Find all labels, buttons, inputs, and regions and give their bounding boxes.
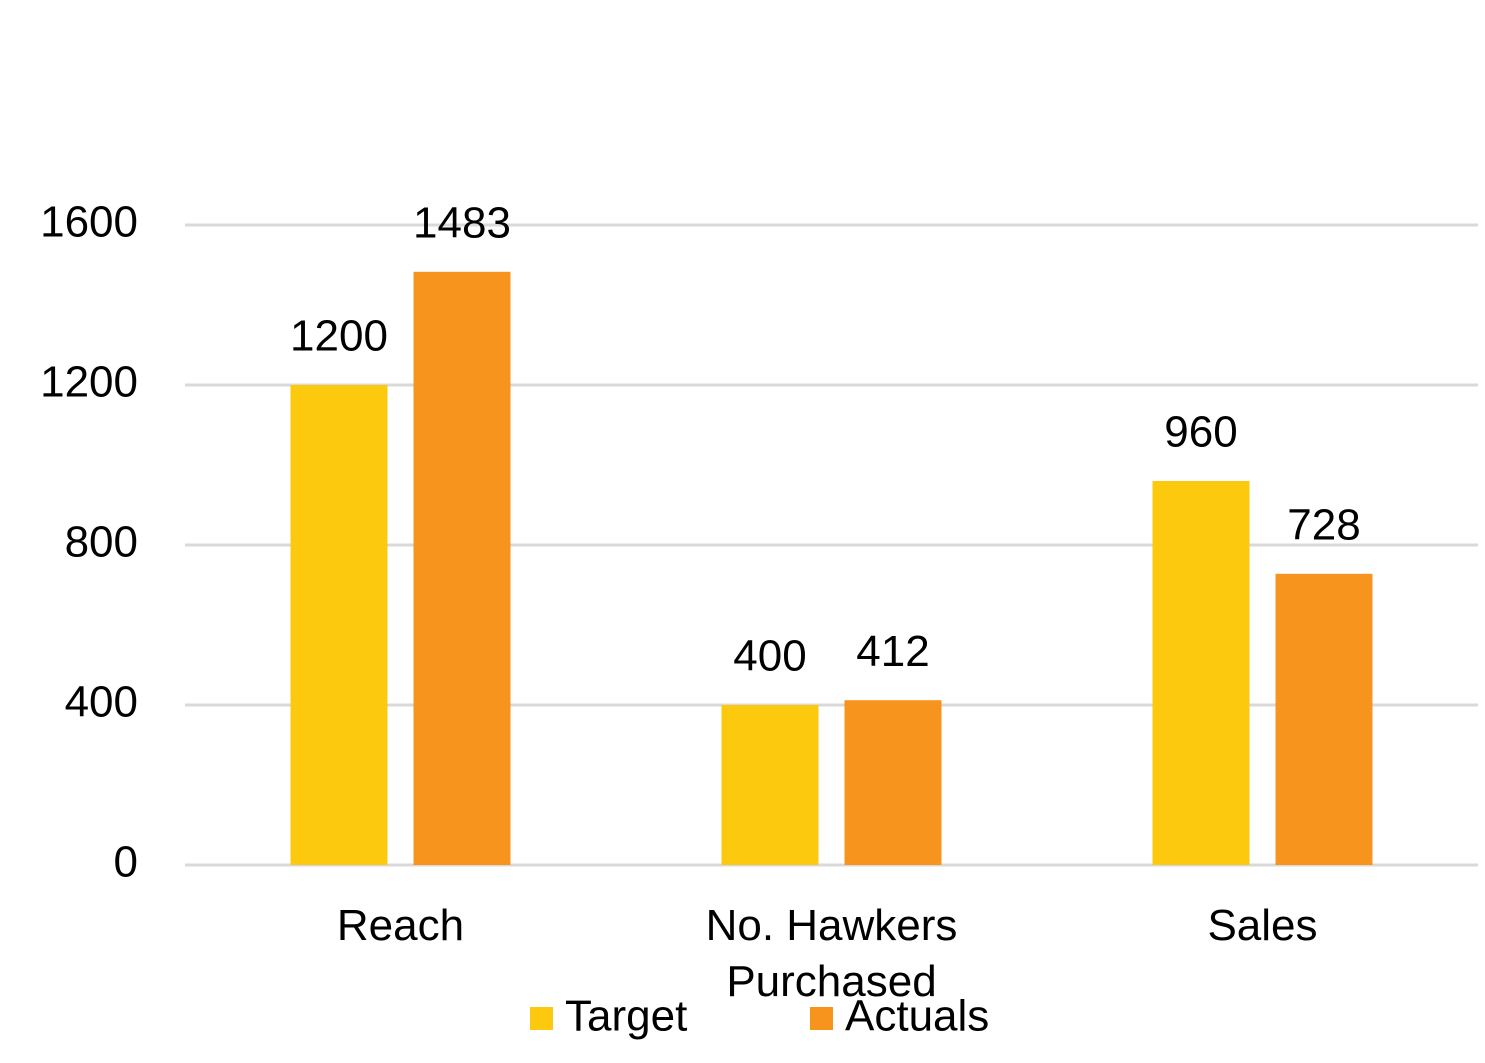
value-label: 400 [733, 632, 806, 681]
value-label: 1483 [413, 198, 511, 247]
y-tick-label: 400 [65, 678, 138, 727]
value-label: 960 [1164, 408, 1237, 457]
x-tick-label: Sales [1207, 901, 1318, 950]
legend-swatch [530, 1007, 553, 1030]
y-tick-label: 800 [65, 518, 138, 567]
value-label: 412 [856, 627, 929, 676]
bar [290, 385, 388, 865]
value-label: 1200 [290, 312, 388, 361]
x-tick-label: Reach [336, 901, 465, 950]
legend-swatch [810, 1007, 833, 1030]
bar [1275, 573, 1373, 865]
x-tick-label: No. Hawkers Purchased [705, 901, 958, 1006]
bar [721, 705, 819, 865]
value-label: 728 [1287, 500, 1360, 549]
legend-label: Actuals [845, 992, 989, 1041]
bar [1152, 481, 1250, 865]
y-tick-label: 1200 [40, 358, 138, 407]
y-tick-label: 0 [114, 838, 138, 887]
bar [844, 700, 942, 865]
legend-label: Target [565, 992, 687, 1041]
bar [413, 271, 511, 865]
y-tick-label: 1600 [40, 198, 138, 247]
